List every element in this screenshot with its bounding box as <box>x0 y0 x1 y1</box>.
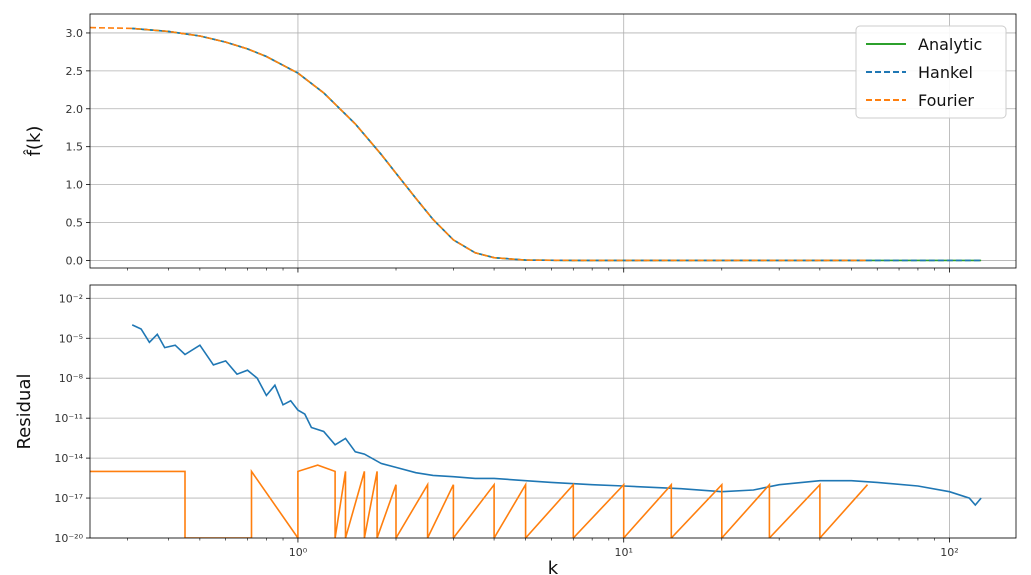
plot-area <box>90 285 1016 538</box>
bottom-panel: 10⁻²⁰ 10⁻¹⁷ 10⁻¹⁴ 10⁻¹¹ 10⁻⁸ 10⁻⁵ 10⁻² Residual… <box>14 284 1017 575</box>
x-tick-label: 10¹ <box>615 546 633 559</box>
legend: Analytic Hankel Fourier <box>855 25 1007 119</box>
series-line-fourier <box>90 26 868 262</box>
y-tick-label: 2.0 <box>66 103 84 116</box>
axes-frame <box>89 13 1017 269</box>
y-tick-label: 0.0 <box>66 254 84 267</box>
x-tick-label: 10² <box>940 546 958 559</box>
series-line-hankel <box>131 324 982 507</box>
legend-box <box>855 25 1007 119</box>
top-panel: 0.0 0.5 1.0 1.5 2.0 2.5 3.0 f̂(k) Analytic Hankel… <box>24 13 1017 273</box>
y-tick-label: 0.5 <box>66 217 84 230</box>
y-tick-label: 3.0 <box>66 27 84 40</box>
y-axis-label: f̂(k) <box>24 126 45 157</box>
y-tick-label: 1.0 <box>66 179 84 192</box>
legend-label-analytic: Analytic <box>918 35 982 54</box>
y-tick-label: 10⁻⁸ <box>59 372 84 385</box>
y-tick-label: 10⁻¹⁷ <box>54 492 83 505</box>
y-tick-label: 10⁻¹¹ <box>54 412 83 425</box>
y-tick-label: 2.5 <box>66 65 84 78</box>
legend-label-fourier: Fourier <box>918 91 974 110</box>
y-tick-label: 10⁻⁵ <box>59 332 83 345</box>
y-axis-label: Residual <box>14 373 35 449</box>
x-tick-label: 10⁰ <box>289 546 308 559</box>
series-line-fourier <box>90 464 869 538</box>
x-axis-label: k <box>548 558 559 575</box>
axes-frame <box>89 284 1017 539</box>
y-tick-label: 10⁻¹⁴ <box>54 452 83 465</box>
y-tick-label: 1.5 <box>66 141 84 154</box>
y-tick-label: 10⁻²⁰ <box>54 532 83 545</box>
legend-label-hankel: Hankel <box>918 63 973 82</box>
y-tick-label: 10⁻² <box>59 292 83 305</box>
